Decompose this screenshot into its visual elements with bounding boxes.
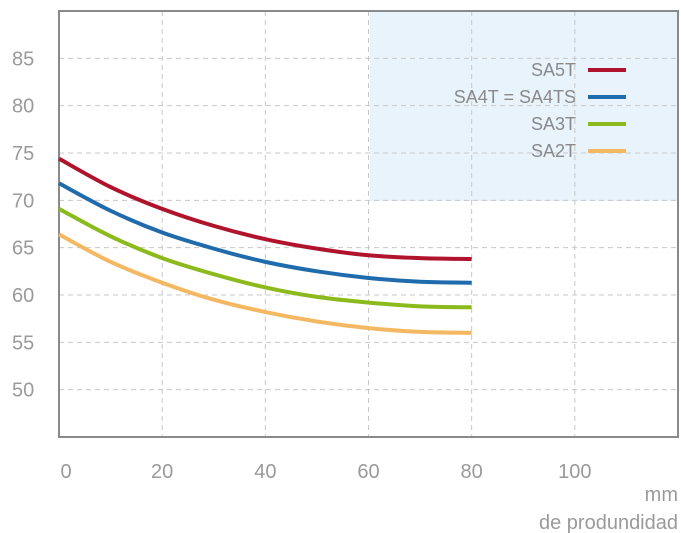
x-axis-label-unit: mm [645, 484, 678, 506]
x-tick-label: 60 [357, 461, 379, 483]
plot-frame [58, 10, 679, 438]
legend: SA5T SA4T = SA4TS SA3T SA2T [454, 60, 626, 161]
grid [59, 11, 678, 437]
x-tick-label: 20 [151, 461, 173, 483]
series-line-sa3t [58, 207, 472, 310]
legend-label: SA4T = SA4TS [454, 87, 576, 107]
y-tick-label: 85 [12, 48, 34, 70]
series-lines [58, 156, 472, 335]
x-axis-label-title: de produndidad [539, 512, 678, 533]
y-tick-label: 50 [12, 380, 34, 402]
y-tick-label: 65 [12, 238, 34, 260]
y-tick-label: 60 [12, 285, 34, 307]
legend-label: SA5T [531, 60, 576, 80]
series-line-sa4t-sa4ts [58, 181, 472, 285]
x-tick-label: 40 [254, 461, 276, 483]
series-line-sa5t [58, 156, 472, 262]
x-tick-label: 80 [461, 461, 483, 483]
y-tick-label: 75 [12, 143, 34, 165]
legend-label: SA3T [531, 114, 576, 134]
x-axis: 0 20 40 60 80 100 [60, 461, 591, 483]
x-tick-label: 0 [60, 461, 71, 483]
x-tick-label: 100 [558, 461, 591, 483]
y-axis: 85 80 75 70 65 60 55 50 [12, 48, 34, 401]
y-tick-label: 80 [12, 96, 34, 118]
y-tick-label: 70 [12, 190, 34, 212]
y-tick-label: 55 [12, 332, 34, 354]
legend-label: SA2T [531, 141, 576, 161]
series-line-sa2t [58, 232, 472, 335]
